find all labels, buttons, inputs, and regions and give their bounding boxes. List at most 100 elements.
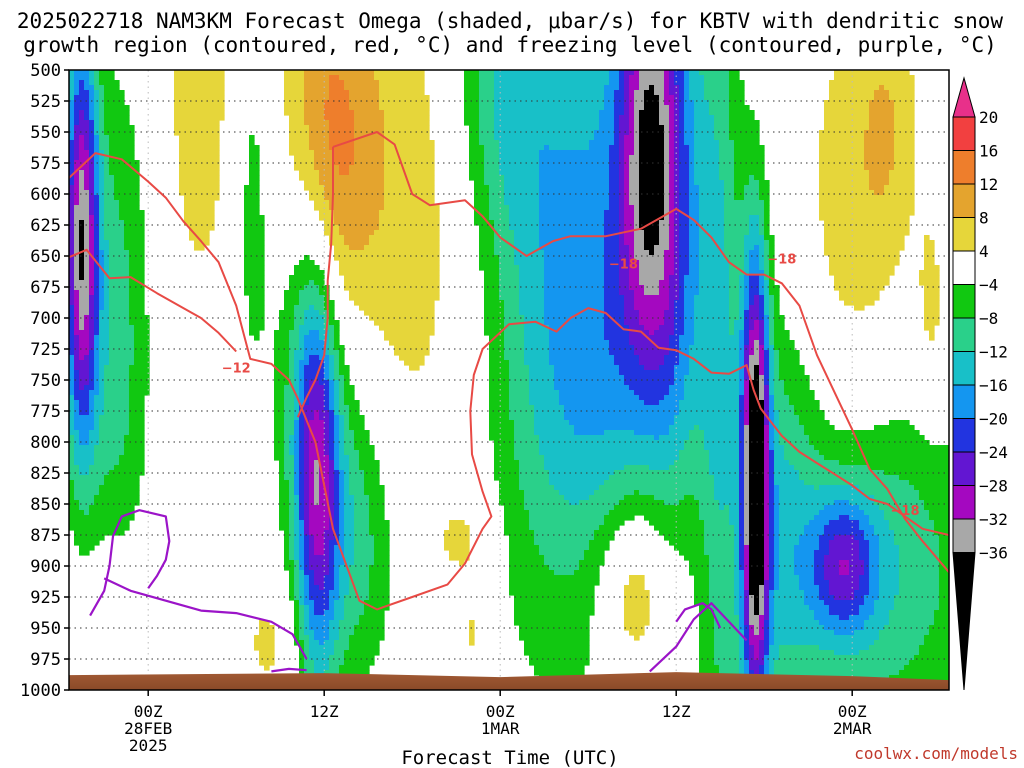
omega-cell (334, 650, 345, 656)
omega-cell (674, 95, 680, 101)
omega-cell (304, 415, 315, 421)
omega-cell (774, 595, 805, 601)
omega-cell (669, 225, 675, 231)
omega-cell (319, 495, 330, 501)
omega-cell (739, 605, 745, 611)
omega-cell (744, 505, 750, 511)
omega-cell (69, 475, 105, 481)
omega-cell (934, 615, 949, 621)
omega-cell (334, 415, 340, 421)
omega-cell (744, 275, 750, 281)
omega-cell (339, 170, 350, 176)
omega-cell (109, 310, 130, 316)
omega-cell (669, 540, 705, 546)
omega-cell (294, 440, 300, 446)
omega-cell (379, 90, 425, 96)
omega-cell (899, 555, 940, 561)
omega-cell (284, 475, 295, 481)
omega-cell (694, 125, 715, 131)
omega-cell (619, 260, 630, 266)
omega-cell (744, 475, 750, 481)
omega-cell (689, 85, 705, 91)
omega-cell (79, 410, 90, 416)
omega-cell (259, 655, 275, 661)
omega-cell (819, 130, 865, 136)
omega-cell (824, 625, 865, 631)
omega-cell (769, 345, 775, 351)
omega-cell (84, 320, 90, 326)
omega-cell (129, 405, 145, 411)
omega-cell (749, 320, 755, 326)
omega-cell (74, 270, 80, 276)
contour-lines: −12−18 −18−18 (69, 131, 949, 673)
omega-cell (694, 590, 710, 596)
omega-cell (739, 275, 745, 281)
omega-cell (174, 80, 225, 86)
omega-cell (764, 280, 770, 286)
omega-cell (934, 525, 949, 531)
omega-cell (509, 415, 535, 421)
omega-cell (764, 450, 770, 456)
omega-cell (774, 335, 790, 341)
omega-cell (674, 170, 680, 176)
omega-cell (744, 420, 750, 426)
omega-cell (369, 495, 385, 501)
omega-cell (109, 290, 130, 296)
omega-cell (84, 110, 90, 116)
omega-cell (899, 580, 940, 586)
x-tick-label: 2MAR (833, 719, 872, 738)
omega-cell (294, 555, 300, 561)
omega-cell (674, 80, 685, 86)
omega-cell (814, 610, 830, 616)
omega-cell (764, 615, 770, 621)
omega-cell (319, 585, 325, 591)
omega-cell (274, 340, 290, 346)
omega-cell (89, 335, 95, 341)
omega-cell (744, 540, 750, 546)
terrain-fill (69, 672, 949, 690)
omega-cell (754, 365, 760, 371)
omega-cell (299, 490, 305, 496)
omega-cell (769, 380, 775, 386)
omega-cell (129, 270, 145, 276)
omega-cell (679, 455, 710, 461)
omega-cell (74, 100, 90, 106)
omega-cell (494, 230, 515, 236)
omega-cell (299, 345, 305, 351)
omega-cell (669, 240, 675, 246)
omega-cell (334, 450, 340, 456)
omega-cell (289, 120, 305, 126)
omega-cell (554, 380, 625, 386)
omega-cell (704, 90, 730, 96)
omega-cell (564, 495, 590, 501)
omega-cell (339, 430, 345, 436)
omega-cell (609, 475, 715, 481)
omega-cell (744, 235, 765, 241)
omega-cell (94, 385, 100, 391)
omega-cell (679, 340, 695, 346)
omega-cell (289, 130, 310, 136)
omega-cell (369, 500, 385, 506)
omega-cell (114, 195, 140, 201)
omega-cell (699, 625, 715, 631)
omega-cell (304, 350, 325, 356)
omega-cell (694, 315, 730, 321)
omega-cell (664, 205, 670, 211)
omega-cell (334, 370, 340, 376)
omega-cell (99, 315, 110, 321)
omega-cell (654, 525, 705, 531)
omega-cell (329, 505, 335, 511)
omega-cell (759, 355, 765, 361)
omega-cell (534, 535, 595, 541)
omega-cell (749, 260, 760, 266)
omega-cell (664, 275, 670, 281)
omega-cell (749, 325, 755, 331)
omega-cell (864, 510, 885, 516)
omega-cell (654, 85, 665, 91)
omega-cell (294, 375, 300, 381)
omega-cell (789, 395, 815, 401)
omega-cell (514, 620, 590, 626)
omega-cell (339, 670, 370, 676)
omega-cell (749, 295, 755, 301)
omega-cell (319, 180, 385, 186)
